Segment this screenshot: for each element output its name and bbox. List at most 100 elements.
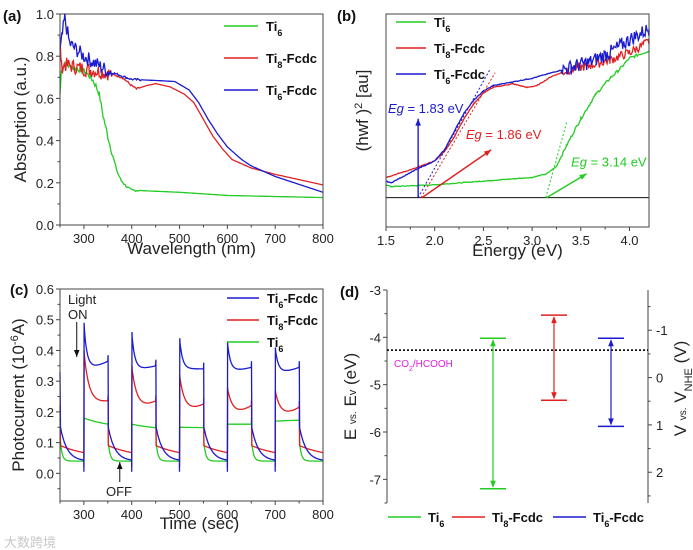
y-axis-title: Photocurrent (10-6A) [9,318,28,471]
arrow-head-down [608,418,614,426]
bandgap-label: Eg = 1.83 eV [388,101,464,116]
on-label: ON [68,307,88,322]
bandgap-label: Eg = 1.86 eV [466,127,542,142]
bandgap-annotation: Eg = 1.86 eV [421,127,542,199]
series-name-sub: 6 [445,76,450,86]
series-name-base: Ti [266,19,277,34]
legend-label: Ti6-Fcdc [266,83,317,102]
series-name-base: Ti [434,67,445,82]
text-span: /HCOOH [413,359,453,370]
series-name-suffix: -Fcdc [283,313,318,328]
x-tick-label: 800 [312,507,334,522]
series-name-sub: 6 [277,92,282,102]
tangent-line [417,68,491,198]
legend-item-ti6-fcdc: Ti6-Fcdc [224,83,317,102]
text-span: CO [394,359,409,370]
series-name-sub: 8 [277,60,282,70]
y-tick-label: 0 [656,371,663,386]
bandgap-arrow [421,149,492,199]
legend-label: Ti8-Fcdc [266,51,317,70]
series-name-sub: 6 [604,519,609,529]
y-axis-title: E vs. Ev (eV) [341,353,360,440]
band-levels-ti8-fcdc [541,314,567,402]
series-name-base: Ti [593,510,604,525]
panel-label: (d) [340,284,359,301]
x-tick-label: 1.5 [377,233,395,248]
legend-label: Ti6-Fcdc [267,291,318,310]
series-name-base: Ti [428,510,439,525]
legend-label: Ti6 [434,15,450,34]
arrow-shaft [421,149,492,199]
y-tick-label: 1 [656,418,663,433]
y-axis-title: (hwf )2 [au] [353,70,372,152]
y-axis-title: Absorption (a.u.) [11,57,30,183]
x-tick-label: 800 [312,231,334,246]
y-tick-label: 0.4 [36,343,54,358]
x-tick-label: 400 [121,507,143,522]
watermark: 大数跨境 [4,535,56,550]
x-axis-title: Time (sec) [160,514,240,533]
x-tick-label: 4.0 [620,233,638,248]
band-levels-ti6 [480,337,506,490]
legend-item-ti6: Ti6 [388,510,444,529]
legend-label: Ti8-Fcdc [434,41,485,60]
light-off-arrow [116,462,123,482]
series-line-ti6 [59,413,323,462]
x-tick-label: 2.5 [474,233,492,248]
arrow-head [579,173,587,180]
text-span: -6 [9,335,21,345]
y-tick-label: 0.2 [36,405,54,420]
arrow-shaft [546,173,588,199]
arrow-head [415,118,421,126]
text-span: v [347,389,359,395]
y-tick-label: 0.3 [36,374,54,389]
eg-value: = 1.86 eV [482,127,542,142]
legend-item-ti8-fcdc: Ti8-Fcdc [452,510,543,529]
tangent-line [420,72,496,198]
plot-frame [385,13,650,228]
panel-label: (c) [10,282,28,299]
text-span: NHE [683,368,693,391]
y-tick-label: 0.0 [36,466,54,481]
series-name-sub: 8 [445,50,450,60]
plot-frame [59,288,324,502]
text-span: [au] [353,70,372,103]
text-span: V [671,420,690,436]
tangent-line [545,120,568,198]
eg-symbol: Eg [388,101,405,116]
legend-item-ti6-fcdc: Ti6-Fcdc [396,67,485,86]
y-tick-label: 0.1 [36,436,54,451]
series-name-base: Ti [267,313,278,328]
y-tick-label: -4 [369,330,381,345]
y-tick-label: -7 [369,472,381,487]
panel-label: (b) [337,8,356,25]
text-span: Photocurrent (10 [9,345,28,472]
y-tick-label: 0.0 [36,218,54,233]
x-tick-label: 3.0 [523,233,541,248]
x-axis-title: Energy (eV) [472,241,563,260]
series-name-suffix: -Fcdc [450,41,485,56]
bandgap-annotation: Eg = 1.83 eV [388,101,464,198]
y-tick-label: 0.5 [36,313,54,328]
y-tick-label: 0.8 [36,49,54,64]
text-span: vs. [678,407,689,420]
series-line-ti6-fcdc [386,24,650,184]
light-label: Light [68,292,97,307]
text-span: E [341,424,360,440]
light-off-annotation: OFF [106,462,132,499]
legend-label: Ti6 [266,19,282,38]
series-name-base: Ti [434,15,445,30]
text-span: 2 [353,103,365,109]
arrow-head-down [551,392,557,400]
legend-item-ti8-fcdc: Ti8-Fcdc [396,41,485,60]
legend-item-ti8-fcdc: Ti8-Fcdc [227,313,318,332]
series-name-suffix: -Fcdc [283,291,318,306]
x-tick-label: 2.0 [426,233,444,248]
eg-value: = 1.83 eV [404,101,464,116]
y-tick-label: 1.0 [36,7,54,22]
